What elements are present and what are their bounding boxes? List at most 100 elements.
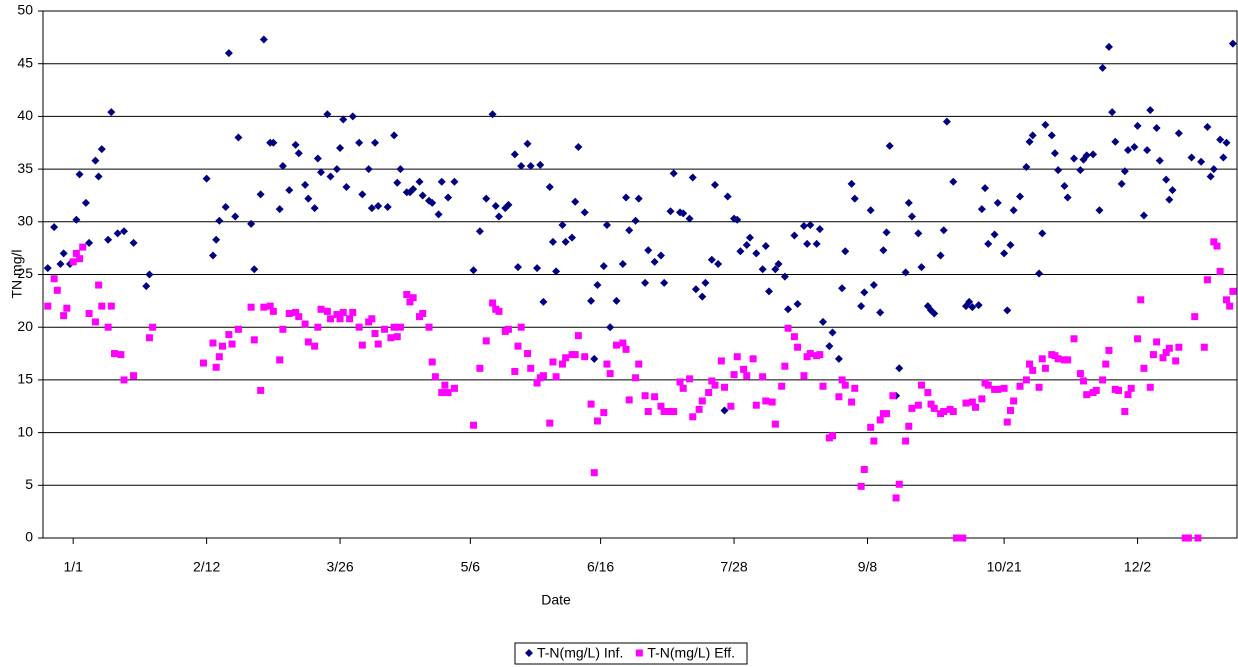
point (291, 140, 300, 149)
point (199, 359, 207, 367)
point (644, 246, 653, 255)
point (580, 208, 589, 217)
point (60, 312, 68, 320)
point (800, 372, 808, 380)
point (450, 384, 458, 392)
point (50, 275, 58, 283)
point (790, 333, 798, 341)
point (927, 400, 935, 408)
point (346, 315, 354, 323)
point (857, 482, 865, 490)
point (269, 307, 277, 315)
point (1054, 166, 1063, 175)
point (558, 360, 566, 368)
point (711, 381, 719, 389)
point (838, 284, 847, 293)
point (835, 393, 843, 401)
point (517, 161, 526, 170)
point (97, 145, 106, 154)
point (285, 186, 294, 195)
point (1000, 249, 1009, 258)
point (790, 231, 799, 240)
point (142, 282, 151, 291)
point (81, 198, 90, 207)
point (259, 35, 268, 44)
point (883, 410, 891, 418)
point (533, 264, 542, 273)
point (730, 371, 738, 379)
point (701, 278, 710, 287)
point (749, 355, 757, 363)
point (867, 423, 875, 431)
point (793, 300, 802, 309)
point (651, 393, 659, 401)
point (524, 350, 532, 358)
point (1076, 166, 1085, 175)
point (1102, 360, 1110, 368)
point (771, 265, 780, 274)
legend-box (514, 642, 748, 665)
point (409, 294, 417, 302)
point (488, 110, 497, 119)
point (1104, 42, 1113, 51)
point (438, 389, 446, 397)
point (860, 288, 869, 297)
point (1184, 534, 1192, 542)
point (848, 398, 856, 406)
point (1035, 383, 1043, 391)
point (574, 142, 583, 151)
point (368, 315, 376, 323)
point (1152, 123, 1161, 132)
point (1194, 534, 1202, 542)
point (418, 191, 427, 200)
point (895, 480, 903, 488)
point (256, 190, 265, 199)
y-tick-label: 45 (17, 54, 33, 70)
point (202, 174, 211, 183)
point (1140, 364, 1148, 372)
point (91, 156, 100, 165)
point (600, 409, 608, 417)
point (1159, 354, 1167, 362)
point (942, 117, 951, 126)
point (838, 376, 846, 384)
point (834, 354, 843, 363)
point (571, 197, 580, 206)
point (1209, 165, 1218, 174)
point (764, 287, 773, 296)
point (450, 177, 459, 186)
point (63, 304, 71, 312)
point (641, 278, 650, 287)
point (641, 392, 649, 400)
point (698, 397, 706, 405)
point (208, 251, 217, 260)
point (326, 172, 335, 181)
x-tick-label: 10/21 (987, 559, 1022, 575)
point (631, 216, 640, 225)
point (815, 225, 824, 234)
y-axis-label: TN mg/l (9, 250, 25, 299)
point (806, 220, 815, 229)
point (539, 372, 547, 380)
point (545, 183, 554, 192)
point (784, 324, 792, 332)
point (381, 325, 389, 333)
point (1134, 335, 1142, 343)
point (740, 365, 748, 373)
point (587, 296, 596, 305)
point (939, 226, 948, 235)
point (301, 180, 310, 189)
point (549, 358, 557, 366)
point (974, 301, 983, 310)
point (98, 302, 106, 310)
point (717, 357, 725, 365)
point (803, 239, 812, 248)
point (43, 264, 52, 273)
point (828, 328, 837, 337)
point (1006, 240, 1015, 249)
point (129, 238, 138, 247)
point (870, 437, 878, 445)
point (940, 408, 948, 416)
point (1000, 384, 1008, 392)
